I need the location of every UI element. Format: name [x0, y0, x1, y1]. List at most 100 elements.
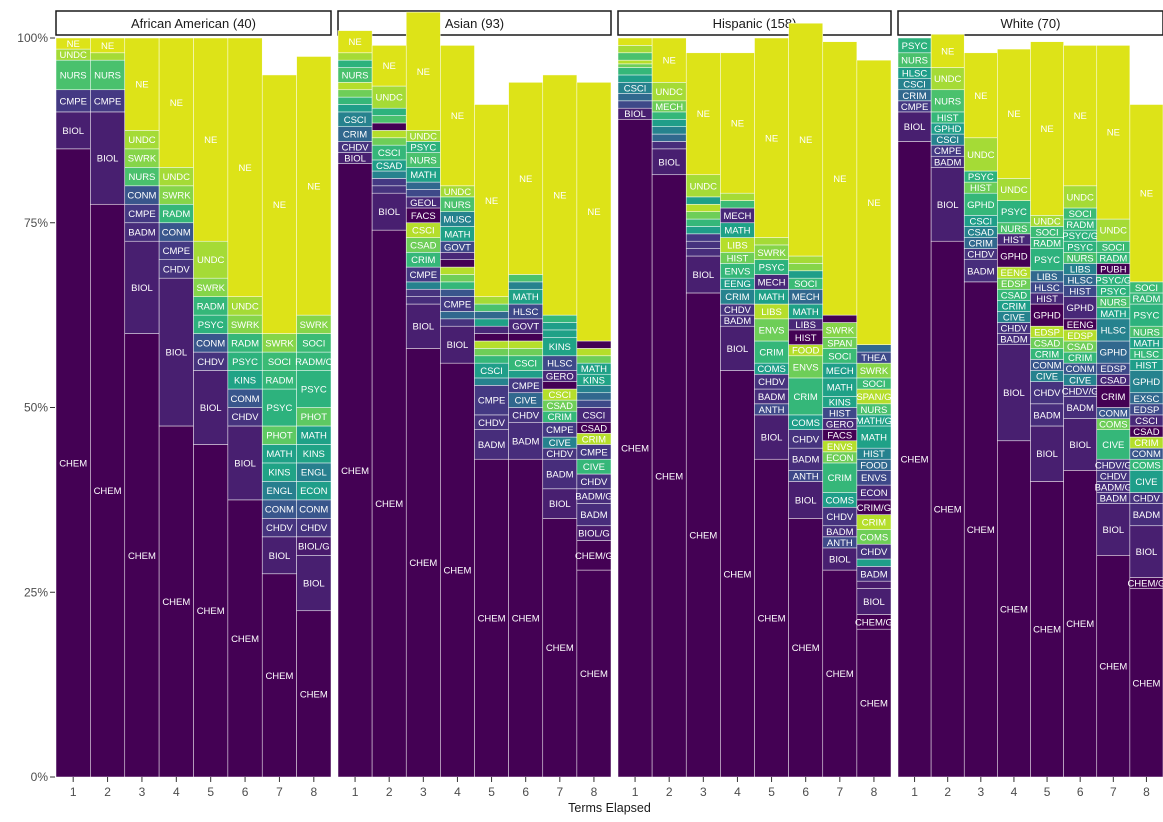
- segment-label: CSAD: [1034, 338, 1061, 349]
- segment-label: CHEM: [1033, 625, 1061, 636]
- segment-label: MECH: [792, 292, 820, 303]
- x-tick-label: 1: [70, 785, 77, 799]
- segment-label: HLSC: [1034, 283, 1059, 294]
- bar-segment: [90, 203, 126, 778]
- segment-label: LIBS: [1037, 272, 1058, 283]
- segment-label: CHEM: [860, 699, 888, 710]
- segment-label: CHDV: [232, 412, 260, 423]
- segment-label: GPHD: [1066, 303, 1094, 314]
- segment-label: CONM: [265, 505, 294, 516]
- bar-segment: [1096, 554, 1131, 778]
- segment-label: CHEM/G: [575, 551, 613, 562]
- segment-label: CSCI: [903, 80, 926, 91]
- facets: African American (40) CHEM BIOL CMPE NURS UND…: [55, 10, 1163, 799]
- segment-label: BIOL: [447, 340, 469, 351]
- segment-label: ENVS: [759, 325, 785, 336]
- segment-label: BIOL: [795, 495, 817, 506]
- bar-segment: [617, 63, 653, 68]
- segment-label: SWRK: [757, 248, 786, 259]
- bar-segment: [337, 30, 373, 54]
- segment-label: RADM: [1132, 294, 1160, 305]
- segment-label: GERO: [546, 372, 574, 383]
- segment-label: CHDV: [546, 449, 574, 460]
- bar-segment: [685, 218, 721, 227]
- segment-label: CHEM: [94, 486, 122, 497]
- segment-label: SOCI: [302, 338, 325, 349]
- segment-label: MATH: [301, 431, 327, 442]
- segment-label: MATH: [410, 170, 436, 181]
- y-tick-label: 50%: [24, 401, 48, 415]
- segment-label: HIST: [795, 333, 817, 344]
- bar-segment: [651, 133, 687, 142]
- segment-label: UNDC: [410, 131, 438, 142]
- segment-label: CMPE: [94, 96, 121, 107]
- segment-label: UNDC: [934, 74, 962, 85]
- segment-label: HLSC: [1068, 276, 1093, 287]
- segment-label: SOCI: [862, 379, 885, 390]
- segment-label: CRIM: [828, 473, 852, 484]
- segment-label: NE: [765, 133, 778, 144]
- segment-label: SOCI: [1102, 242, 1125, 253]
- segment-label: CHEM: [580, 669, 608, 680]
- segment-label: MATH: [581, 364, 607, 375]
- segment-label: GOVT: [444, 242, 471, 253]
- segment-label: RADM: [1099, 253, 1127, 264]
- segment-label: NE: [663, 56, 676, 67]
- bar-stack: CHEM BIOL MECH UNDC NE: [651, 37, 687, 778]
- segment-label: ANTH: [793, 471, 819, 482]
- segment-label: CRIM: [1002, 301, 1026, 312]
- segment-label: CRIM/G: [857, 503, 891, 514]
- segment-label: CIVE: [1003, 312, 1025, 323]
- segment-label: NE: [833, 174, 846, 185]
- segment-label: UNDC: [231, 301, 259, 312]
- bar-segment: [685, 292, 721, 778]
- bar-segment: [651, 37, 687, 83]
- bar-segment: [1030, 41, 1064, 216]
- segment-label: MECH: [723, 211, 751, 222]
- x-tick-label: 4: [454, 785, 461, 799]
- segment-label: PSYC: [1001, 207, 1027, 218]
- segment-label: NURS: [1100, 298, 1127, 309]
- segment-label: PSYC/G: [1095, 276, 1131, 287]
- segment-label: PSYC/G: [1062, 231, 1098, 242]
- bar-stack: CHEM CHEM/G BIOL/G BADM BADM/G CHDV CIVE CMPE CR…: [575, 82, 613, 778]
- segment-label: RADM: [265, 375, 293, 386]
- x-axis-title: Terms Elapsed: [568, 801, 651, 815]
- segment-label: HLSC: [547, 359, 572, 370]
- bar-segment: [405, 303, 441, 349]
- segment-label: COMS: [1132, 460, 1161, 471]
- bar-segment: [474, 377, 509, 386]
- bar-segment: [720, 370, 755, 778]
- bar-segment: [685, 203, 721, 212]
- segment-label: SWRK: [826, 325, 855, 336]
- segment-label: KINS: [583, 375, 605, 386]
- bar-segment: [930, 34, 965, 68]
- segment-label: CMPE: [59, 96, 86, 107]
- x-tick-label: 4: [1011, 785, 1018, 799]
- segment-label: CRIM: [969, 239, 993, 250]
- segment-label: CSAD: [410, 240, 437, 251]
- segment-label: BADM: [934, 157, 962, 168]
- segment-label: BIOL: [761, 433, 783, 444]
- facet-panel: Hispanic (158) CHEM BIOL CSCI 1 CHEM BIOL MECH U…: [617, 10, 893, 799]
- bar-segment: [720, 200, 755, 209]
- segment-label: CRIM: [1101, 392, 1125, 403]
- segment-label: CHEM: [300, 689, 328, 700]
- bar-segment: [651, 111, 687, 120]
- bar-segment: [542, 322, 578, 331]
- bar-stack: CHEM BIOL BIOL/G CHDV CONM ECON ENGL KINS MATH PH…: [295, 56, 333, 778]
- segment-label: CSAD: [1067, 342, 1094, 353]
- segment-label: CMPE: [478, 396, 505, 407]
- segment-label: ENVS: [861, 473, 887, 484]
- bar-segment: [617, 59, 653, 65]
- segment-label: MATH: [827, 383, 853, 394]
- segment-label: BIOL: [165, 348, 187, 359]
- segment-label: MATH: [758, 292, 784, 303]
- bar-segment: [542, 314, 578, 323]
- segment-label: BADM: [1100, 494, 1128, 505]
- segment-label: ENVS: [793, 362, 819, 373]
- x-tick-label: 3: [420, 785, 427, 799]
- bar-segment: [542, 381, 578, 390]
- bar-segment: [227, 499, 263, 778]
